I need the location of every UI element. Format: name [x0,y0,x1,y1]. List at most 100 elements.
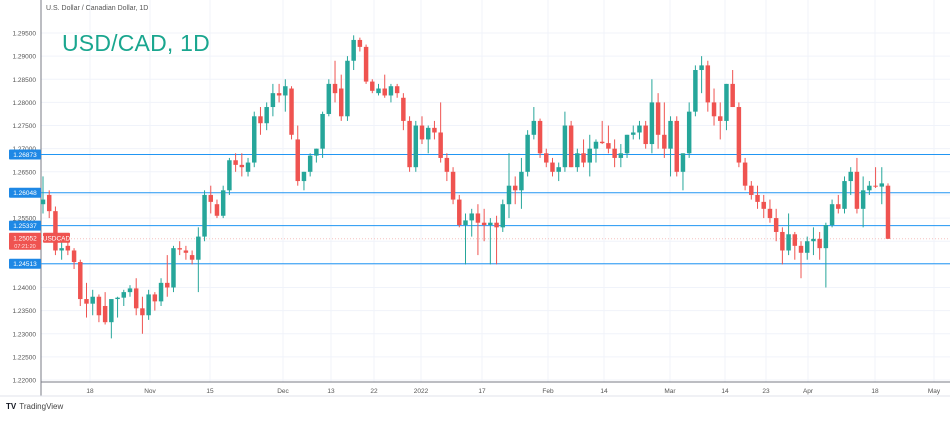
candle[interactable] [314,148,319,163]
candle[interactable] [295,125,300,186]
candle[interactable] [649,79,655,154]
candle[interactable] [450,167,456,205]
candle[interactable] [798,241,804,279]
candle[interactable] [811,227,816,256]
candle[interactable] [158,278,164,306]
candle[interactable] [115,296,120,318]
candle[interactable] [258,107,263,135]
candle[interactable] [320,111,325,158]
candle[interactable] [537,118,543,158]
candle[interactable] [556,162,561,182]
candle[interactable] [724,83,729,131]
candle[interactable] [301,171,307,191]
candle[interactable] [780,227,785,265]
candle[interactable] [848,167,853,195]
candle[interactable] [165,255,170,297]
candle[interactable] [307,153,313,177]
candle[interactable] [749,181,754,200]
candle[interactable] [345,56,350,121]
candle[interactable] [643,120,648,149]
candle[interactable] [755,185,760,209]
candle[interactable] [575,148,580,172]
candle[interactable] [171,245,176,293]
candle[interactable] [581,139,586,168]
candle[interactable] [376,83,381,96]
candle[interactable] [786,213,791,256]
candle[interactable] [829,199,835,228]
candle[interactable] [494,215,499,265]
candle[interactable] [804,236,810,260]
candle[interactable] [711,88,717,126]
candle[interactable] [289,86,294,140]
candle[interactable] [730,70,735,108]
candle[interactable] [842,176,847,214]
candle[interactable] [220,185,226,219]
candle[interactable] [736,102,742,168]
candle[interactable] [500,199,506,232]
candle[interactable] [109,299,114,339]
candle[interactable] [432,120,437,140]
candle[interactable] [624,134,630,158]
candle[interactable] [40,176,46,214]
candle[interactable] [370,79,375,94]
candle[interactable] [568,120,574,168]
candle[interactable] [394,83,400,98]
candle[interactable] [425,125,431,154]
candle[interactable] [469,208,474,237]
candle[interactable] [718,102,723,140]
candle[interactable] [761,194,766,219]
candle[interactable] [873,167,878,189]
candle[interactable] [631,125,636,140]
candle[interactable] [587,134,593,177]
candle[interactable] [699,56,704,94]
candle[interactable] [606,125,611,154]
candle[interactable] [127,285,133,297]
candle[interactable] [264,102,269,131]
candle[interactable] [326,79,332,117]
candle[interactable] [488,218,493,265]
candle[interactable] [668,116,673,177]
candle[interactable] [463,213,468,265]
candle[interactable] [773,208,779,242]
candle[interactable] [133,278,139,316]
candle[interactable] [46,190,52,219]
candle[interactable] [202,190,207,242]
candle[interactable] [227,157,232,195]
candle[interactable] [686,102,692,158]
candle[interactable] [836,194,841,214]
candle[interactable] [854,157,860,214]
candle[interactable] [214,199,220,219]
candle[interactable] [196,227,201,293]
candle[interactable] [444,153,450,182]
candle[interactable] [593,139,599,163]
candle[interactable] [879,167,885,205]
candle[interactable] [550,157,555,177]
candle[interactable] [457,194,462,228]
x-axis[interactable]: 18 Nov 15 Dec 13 22 2022 17 Feb 14 Mar 14 23 Apr 18 May [86,388,941,395]
candle[interactable] [388,83,394,103]
candle[interactable] [270,83,276,117]
candle[interactable] [742,157,748,191]
candle[interactable] [662,102,667,158]
candle[interactable] [407,116,412,172]
candle[interactable] [562,111,568,172]
candle[interactable] [506,153,512,219]
candle[interactable] [531,107,537,140]
candle[interactable] [65,241,71,256]
candle[interactable] [276,83,282,103]
candle[interactable] [283,79,288,112]
candle[interactable] [338,74,344,121]
candle[interactable] [544,148,549,168]
candle[interactable] [351,35,356,71]
candle[interactable] [401,93,406,131]
candle[interactable] [189,250,195,265]
candle[interactable] [332,60,338,103]
candle[interactable] [71,248,77,269]
candle[interactable] [357,37,363,52]
y-axis[interactable]: 1.295001.290001.285001.280001.275001.270… [13,31,37,385]
candle[interactable] [519,157,524,209]
candle[interactable] [140,296,145,334]
candle[interactable] [823,222,829,288]
candle[interactable] [475,204,481,256]
